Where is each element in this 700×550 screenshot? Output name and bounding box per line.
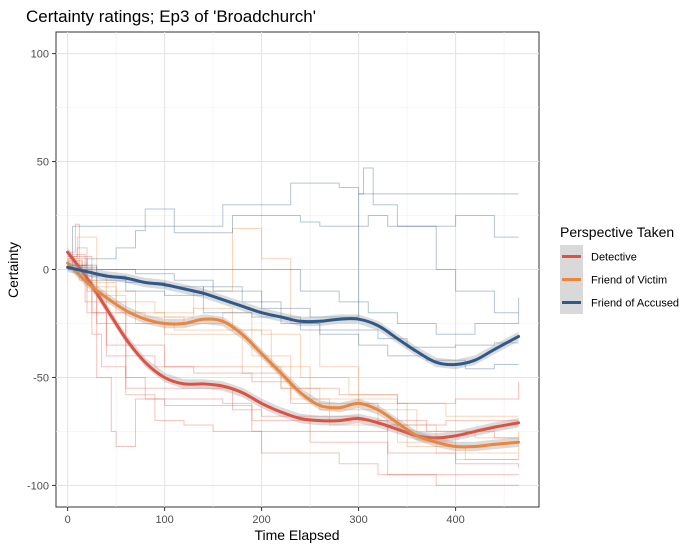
raw-line-detective [67, 223, 519, 439]
raw-line-friend-of-victim [67, 236, 519, 417]
raw-line-friend-of-accused [67, 269, 520, 335]
raw-line-detective [67, 258, 519, 476]
legend-label-detective: Detective [591, 252, 637, 264]
legend: Perspective Taken Detective Friend of Vic… [560, 224, 679, 314]
raw-line-friend-of-victim [67, 264, 520, 460]
raw-line-friend-of-victim [67, 262, 520, 443]
x-axis-title: Time Elapsed [254, 527, 339, 543]
legend-label-friend-of-victim: Friend of Victim [591, 275, 667, 287]
smoothed-trend-lines [66, 247, 521, 452]
smooth-line-detective [66, 250, 521, 440]
raw-line-detective [67, 253, 519, 447]
raw-line-friend-of-accused [67, 182, 519, 268]
y-tick-label: 100 [31, 49, 49, 61]
raw-line-friend-of-accused [67, 167, 519, 318]
axis-ticks: 0 100 200 300 400 100 50 0 -50 -100 [27, 49, 465, 526]
raw-line-friend-of-accused [67, 266, 519, 370]
y-tick-label: 50 [37, 157, 49, 169]
y-tick-label: -50 [33, 372, 49, 384]
raw-line-friend-of-accused [67, 208, 519, 266]
y-axis-title: Certainty [5, 242, 21, 298]
x-tick-label: 100 [155, 514, 173, 526]
y-tick-label: 0 [43, 265, 49, 277]
smooth-line-friend-of-victim [66, 261, 521, 449]
raw-line-detective [67, 256, 520, 404]
x-tick-label: 400 [446, 514, 464, 526]
raw-line-friend-of-accused [67, 269, 519, 348]
raw-line-friend-of-victim [67, 264, 519, 454]
legend-title: Perspective Taken [560, 224, 674, 240]
legend-label-friend-of-accused: Friend of Accused [591, 298, 679, 310]
legend-keys: Detective Friend of Victim Friend of Accus… [560, 245, 679, 314]
grid [56, 32, 539, 507]
raw-line-detective [67, 260, 520, 469]
chart-title: Certainty ratings; Ep3 of 'Broadchurch' [26, 7, 316, 26]
x-tick-label: 300 [349, 514, 367, 526]
x-tick-label: 0 [65, 514, 71, 526]
x-tick-label: 200 [252, 514, 270, 526]
y-tick-label: -100 [27, 480, 49, 492]
smooth-line-friend-of-accused [66, 265, 521, 367]
